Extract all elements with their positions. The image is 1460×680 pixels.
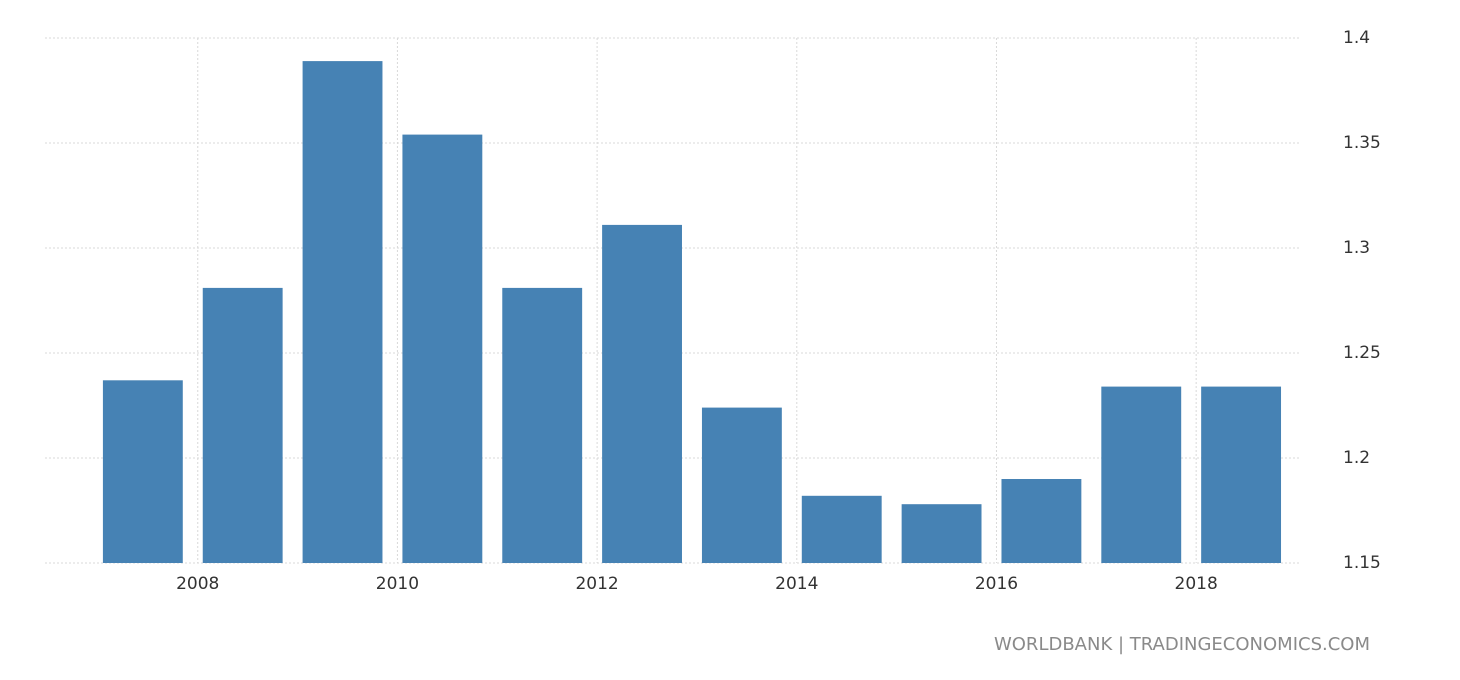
bar	[402, 134, 483, 563]
bar	[102, 380, 183, 563]
x-tick-label: 2012	[575, 574, 618, 594]
bar	[502, 287, 583, 563]
x-tick-label: 2008	[176, 574, 219, 594]
y-tick-label: 1.15	[1343, 553, 1381, 573]
bar	[1201, 386, 1282, 563]
y-tick-label: 1.35	[1343, 133, 1381, 153]
x-tick-label: 2016	[975, 574, 1018, 594]
bar	[901, 504, 982, 563]
x-tick-label: 2018	[1175, 574, 1218, 594]
bar	[302, 61, 383, 563]
bar	[602, 224, 682, 563]
y-tick-label: 1.25	[1343, 343, 1381, 363]
bar	[701, 407, 782, 563]
y-tick-label: 1.4	[1343, 28, 1370, 48]
bar	[801, 495, 882, 563]
bar	[1101, 386, 1182, 563]
y-tick-label: 1.3	[1343, 238, 1370, 258]
y-tick-label: 1.2	[1343, 448, 1370, 468]
source: WORLDBANK | TRADINGECONOMICS.COM	[994, 634, 1370, 655]
bar	[1001, 479, 1082, 563]
bar	[202, 287, 283, 563]
x-tick-label: 2010	[376, 574, 419, 594]
x-tick-label: 2014	[775, 574, 818, 594]
